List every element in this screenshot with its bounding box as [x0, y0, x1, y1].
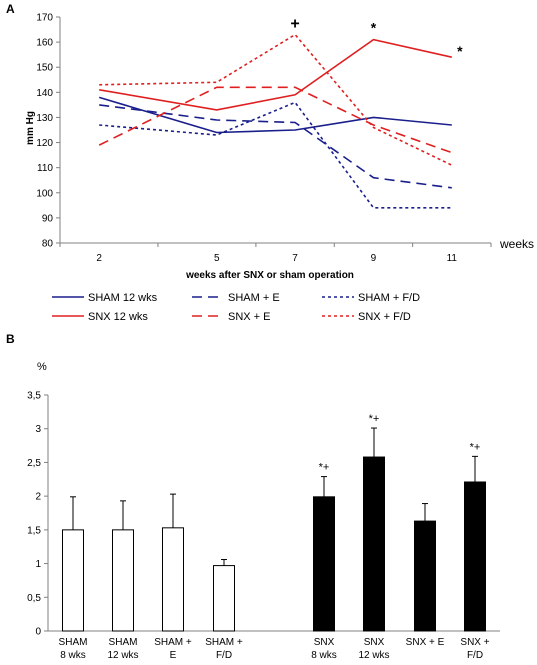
bar	[414, 520, 436, 632]
line-series	[99, 38, 452, 111]
line-chart-y-tick-label: 100	[36, 188, 53, 199]
line-chart-y-tick-label: 130	[36, 113, 53, 124]
bar	[464, 481, 486, 632]
panel-b-label: B	[6, 332, 15, 346]
line-chart-annotation: *	[457, 43, 463, 59]
bar	[162, 527, 184, 632]
line-series	[98, 96, 452, 134]
legend-label: SNX + F/D	[358, 311, 411, 323]
bar-chart-y-tick-label: 1,5	[27, 525, 41, 536]
bar-chart-y-tick-label: 0	[35, 627, 41, 638]
line-chart-x-tick-label: 5	[214, 253, 220, 264]
legend-label: SNX 12 wks	[88, 311, 148, 323]
bar-category-label: 8 wks	[311, 650, 337, 661]
line-chart-x-tick-label: 2	[96, 253, 102, 264]
bar-category-label: 12 wks	[107, 650, 138, 661]
line-chart-x-tick-label: 11	[447, 253, 458, 264]
bar	[363, 456, 385, 632]
bar-significance-marker: *+	[369, 413, 380, 425]
line-chart-annotation: +	[290, 16, 299, 33]
legend-label: SHAM + F/D	[358, 292, 420, 304]
bar-category-label: SNX	[314, 637, 335, 648]
line-chart-y-tick-label: 110	[37, 163, 53, 174]
bar-category-label: SNX + E	[406, 637, 445, 648]
panel-a-label: A	[6, 2, 15, 16]
bar-category-label: 12 wks	[358, 650, 389, 661]
bar-category-label: F/D	[467, 650, 483, 661]
line-chart-y-tick-label: 150	[36, 63, 53, 74]
bar-chart: % 0 0,5 1 1,5 2 2,5 3 3,5 SHAM 8 wks SHAM 12 wks SHA…	[27, 361, 500, 661]
bar-category-label: F/D	[216, 650, 232, 661]
line-chart: mm Hg weeks after SNX or sham operation …	[25, 13, 534, 282]
bar	[112, 529, 134, 632]
line-chart-y-tick-label: 140	[36, 88, 53, 99]
legend-label: SNX + E	[228, 311, 271, 323]
bar	[62, 529, 84, 632]
bar-chart-y-tick-label: 2	[35, 492, 41, 503]
legend-label: SHAM + E	[228, 292, 280, 304]
bar-category-label: SHAM	[59, 637, 88, 648]
line-series	[99, 104, 452, 189]
bar-category-label: SNX	[364, 637, 385, 648]
line-chart-y-tick-label: 120	[36, 138, 53, 149]
bar-chart-y-tick-label: 0,5	[27, 593, 41, 604]
bar-category-label: E	[170, 650, 177, 661]
line-chart-x-tick-label: 7	[292, 253, 298, 264]
bar-category-label: SNX +	[460, 637, 489, 648]
line-chart-y-tick-label: 80	[42, 239, 54, 250]
line-chart-annotation: *	[371, 20, 377, 36]
line-chart-y-tick-label: 160	[36, 38, 53, 49]
line-chart-x-unit-label: weeks	[499, 237, 534, 251]
line-chart-y-label: mm Hg	[25, 111, 36, 145]
bar-chart-y-label: %	[37, 361, 47, 373]
bar	[313, 496, 335, 632]
line-chart-x-label: weeks after SNX or sham operation	[185, 270, 354, 281]
bar-category-label: 8 wks	[60, 650, 86, 661]
line-series	[99, 33, 453, 166]
bar-chart-y-tick-label: 2,5	[27, 458, 41, 469]
bar-chart-y-tick-label: 3	[35, 424, 41, 435]
bar-category-label: SHAM	[109, 637, 138, 648]
line-series	[99, 101, 452, 209]
bar-significance-marker: *+	[319, 462, 330, 474]
bar-category-label: SHAM +	[154, 637, 192, 648]
line-chart-x-tick-label: 9	[371, 253, 377, 264]
line-chart-legend: SHAM 12 wks SHAM + E SHAM + F/D SNX 12 wks S…	[52, 292, 420, 323]
line-series	[98, 86, 453, 154]
bar-chart-y-tick-label: 3,5	[27, 391, 41, 402]
line-chart-y-tick-label: 170	[36, 13, 53, 24]
bar	[213, 565, 235, 632]
legend-label: SHAM 12 wks	[88, 292, 158, 304]
bar-significance-marker: *+	[470, 441, 481, 453]
bar-chart-y-tick-label: 1	[35, 559, 41, 570]
bar-category-label: SHAM +	[205, 637, 243, 648]
line-chart-y-tick-label: 90	[42, 213, 54, 224]
